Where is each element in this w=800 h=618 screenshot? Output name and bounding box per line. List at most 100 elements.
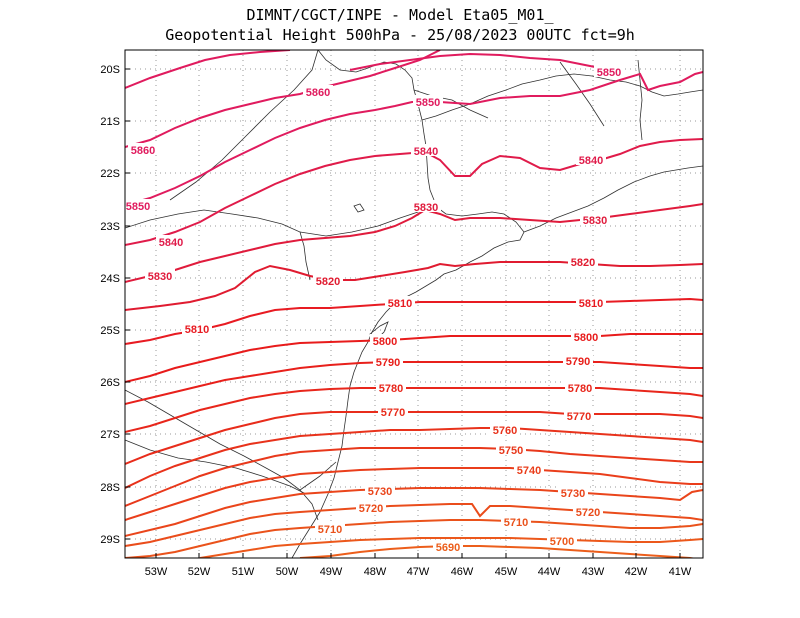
contour-label-bg	[128, 143, 158, 155]
state-border-5	[299, 461, 337, 491]
lat-label-25S: 25S	[100, 325, 120, 337]
coast-north	[421, 73, 703, 121]
contour-label-5830: 5830	[414, 202, 438, 214]
contour-label-bg	[496, 443, 526, 455]
lat-label-27S: 27S	[100, 429, 120, 441]
contour-5750-0	[125, 447, 703, 507]
contour-label-bg	[156, 235, 186, 247]
lat-label-29S: 29S	[100, 534, 120, 546]
lat-label-24S: 24S	[100, 273, 120, 285]
contour-label-5850: 5850	[597, 67, 621, 79]
contour-label-5800: 5800	[574, 332, 598, 344]
contour-label-5840: 5840	[159, 237, 183, 249]
state-border-3	[125, 389, 319, 521]
contour-label-5850: 5850	[416, 97, 440, 109]
contour-label-bg	[490, 423, 520, 435]
contour-label-bg	[564, 409, 594, 421]
contour-label-bg	[571, 330, 601, 342]
contour-label-5840: 5840	[414, 146, 438, 158]
contour-label-bg	[376, 381, 406, 393]
contour-5780-0	[125, 387, 703, 433]
contour-label-5860: 5860	[131, 145, 155, 157]
contour-label-5800: 5800	[373, 336, 397, 348]
contour-5840-0	[125, 138, 703, 246]
contour-label-5700: 5700	[550, 536, 574, 548]
contour-5760-0	[125, 427, 703, 489]
lon-label-43W: 43W	[582, 566, 605, 578]
lat-label-21S: 21S	[100, 116, 120, 128]
state-border-1	[125, 209, 311, 281]
contour-label-bg	[378, 405, 408, 417]
contour-label-5780: 5780	[568, 383, 592, 395]
contour-5860-1	[125, 50, 441, 148]
contour-label-5760: 5760	[493, 425, 517, 437]
lon-label-45W: 45W	[495, 566, 518, 578]
contour-label-bg	[573, 505, 603, 517]
contour-label-5830: 5830	[148, 271, 172, 283]
contour-label-bg	[373, 355, 403, 367]
lon-label-44W: 44W	[538, 566, 561, 578]
map-title-line-1: DIMNT/CGCT/INPE - Model Eta05_M01_	[246, 6, 554, 24]
contour-5720-0	[125, 503, 703, 547]
lat-label-26S: 26S	[100, 377, 120, 389]
contour-label-bg	[576, 153, 606, 165]
contour-label-bg	[385, 296, 415, 308]
contour-5710-0	[125, 519, 703, 558]
contour-label-5690: 5690	[436, 542, 460, 554]
island	[353, 203, 365, 213]
contour-label-5820: 5820	[316, 276, 340, 288]
lon-label-41W: 41W	[669, 566, 692, 578]
contour-label-5820: 5820	[571, 257, 595, 269]
contour-label-5720: 5720	[359, 503, 383, 515]
state-border-4	[125, 439, 307, 495]
coast-east	[523, 165, 703, 233]
contour-label-5750: 5750	[499, 445, 523, 457]
contour-label-5720: 5720	[576, 507, 600, 519]
contour-label-bg	[568, 255, 598, 267]
contour-label-5710: 5710	[318, 524, 342, 536]
lat-label-20S: 20S	[100, 64, 120, 76]
contour-label-bg	[303, 85, 333, 97]
contour-5740-0	[125, 467, 703, 521]
contour-label-bg	[501, 515, 531, 527]
contour-label-5740: 5740	[517, 465, 541, 477]
latitude-labels: 20S 21S 22S 23S 24S 25S 26S 27S 28S 29S	[100, 64, 130, 546]
contour-label-bg	[411, 144, 441, 156]
contour-5850-1	[349, 52, 621, 73]
contour-label-5830: 5830	[583, 215, 607, 227]
lat-label-23S: 23S	[100, 221, 120, 233]
lon-label-53W: 53W	[145, 566, 168, 578]
contour-label-bg	[411, 200, 441, 212]
contour-label-bg	[558, 486, 588, 498]
contour-label-5790: 5790	[566, 356, 590, 368]
lat-label-28S: 28S	[100, 482, 120, 494]
state-border-2	[299, 204, 431, 237]
contour-label-bg	[313, 274, 343, 286]
interior-border-b	[413, 89, 489, 119]
interior-border-a	[169, 50, 319, 201]
interior-border-d	[559, 61, 605, 127]
contour-label-bg	[433, 540, 463, 552]
contour-5700-0	[199, 537, 703, 558]
coastline	[291, 50, 525, 558]
contour-label-5770: 5770	[381, 407, 405, 419]
lon-label-52W: 52W	[188, 566, 211, 578]
contour-labels: 5850 5850 5850 5860 5860 5840 5840 5840 5830 5830…	[123, 65, 624, 554]
contour-5730-0	[125, 487, 703, 537]
lon-label-46W: 46W	[451, 566, 474, 578]
contour-label-5730: 5730	[561, 488, 585, 500]
contour-label-5730: 5730	[368, 486, 392, 498]
contour-label-bg	[315, 522, 345, 534]
contour-label-5780: 5780	[379, 383, 403, 395]
contour-label-5710: 5710	[504, 517, 528, 529]
contour-5790-0	[125, 361, 703, 405]
contour-label-bg	[547, 534, 577, 546]
contour-label-bg	[580, 213, 610, 225]
contour-label-bg	[123, 199, 153, 211]
lon-label-49W: 49W	[320, 566, 343, 578]
contour-label-bg	[563, 354, 593, 366]
contour-label-bg	[370, 334, 400, 346]
contour-label-bg	[576, 296, 606, 308]
lon-label-51W: 51W	[232, 566, 255, 578]
contour-label-bg	[565, 381, 595, 393]
